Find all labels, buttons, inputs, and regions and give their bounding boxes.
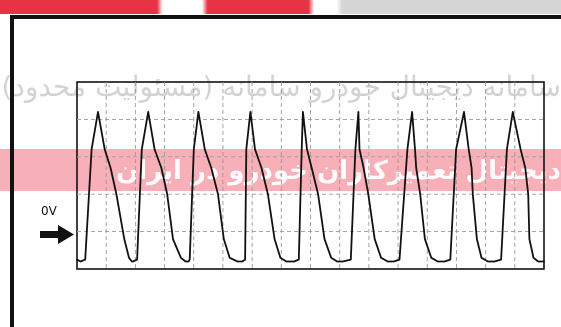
waveform-trace-1 bbox=[76, 111, 545, 263]
scope-grid bbox=[77, 82, 544, 269]
watermark-header-band bbox=[0, 0, 561, 14]
watermark-text-band: دیجیتال تعمیرکاران خودرو در ایران bbox=[116, 156, 561, 186]
scope-trace-group bbox=[76, 111, 545, 263]
watermark-band bbox=[0, 149, 561, 191]
zero-volt-arrow-icon bbox=[40, 225, 74, 244]
zero-volt-label: 0V bbox=[41, 204, 57, 218]
frame-top-border bbox=[10, 15, 561, 19]
frame-left-border bbox=[10, 15, 14, 327]
